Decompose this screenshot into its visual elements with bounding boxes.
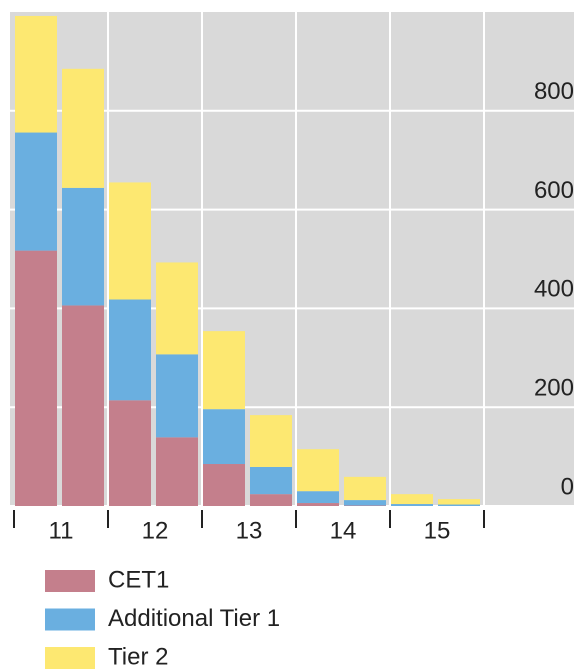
- x-tick-label: 14: [330, 517, 357, 544]
- y-tick-label: 200: [534, 375, 574, 402]
- x-tick-label: 11: [49, 517, 74, 544]
- bar-segment: [250, 466, 292, 495]
- bar-segment: [62, 305, 104, 506]
- bar-segment: [391, 504, 433, 506]
- bar-segment: [438, 504, 480, 506]
- legend-swatch: [45, 608, 95, 631]
- bar-segment: [156, 262, 198, 355]
- bar-segment: [15, 132, 57, 251]
- bar-segment: [391, 494, 433, 505]
- y-tick-label: 800: [534, 78, 574, 105]
- bar-segment: [344, 500, 386, 506]
- bar-segment: [203, 464, 245, 506]
- bar-segment: [297, 503, 339, 506]
- legend-swatch: [45, 647, 95, 669]
- bar-segment: [297, 491, 339, 504]
- legend-swatch: [45, 570, 95, 592]
- bar-segment: [297, 449, 339, 492]
- bar-segment: [344, 476, 386, 501]
- bar-segment: [250, 494, 292, 506]
- y-tick-label: 400: [534, 276, 574, 303]
- x-tick-label: 13: [236, 517, 263, 544]
- x-tick-label: 15: [424, 517, 451, 544]
- bar-segment: [203, 331, 245, 410]
- bar-segment: [15, 15, 57, 133]
- x-tick-label: 12: [142, 517, 169, 544]
- bar-segment: [15, 250, 57, 506]
- bar-segment: [203, 409, 245, 465]
- y-tick-label: 0: [561, 473, 574, 500]
- bar-segment: [109, 299, 151, 401]
- bar-segment: [156, 354, 198, 438]
- bar-segment: [438, 499, 480, 505]
- bar-segment: [62, 187, 104, 306]
- bar-segment: [109, 400, 151, 506]
- legend-label: Additional Tier 1: [108, 605, 280, 632]
- y-tick-label: 600: [534, 177, 574, 204]
- bar-segment: [250, 415, 292, 467]
- legend-label: CET1: [108, 566, 169, 593]
- bar-segment: [156, 437, 198, 506]
- legend-label: Tier 2: [108, 643, 168, 670]
- bar-segment: [109, 182, 151, 300]
- bar-segment: [62, 68, 104, 188]
